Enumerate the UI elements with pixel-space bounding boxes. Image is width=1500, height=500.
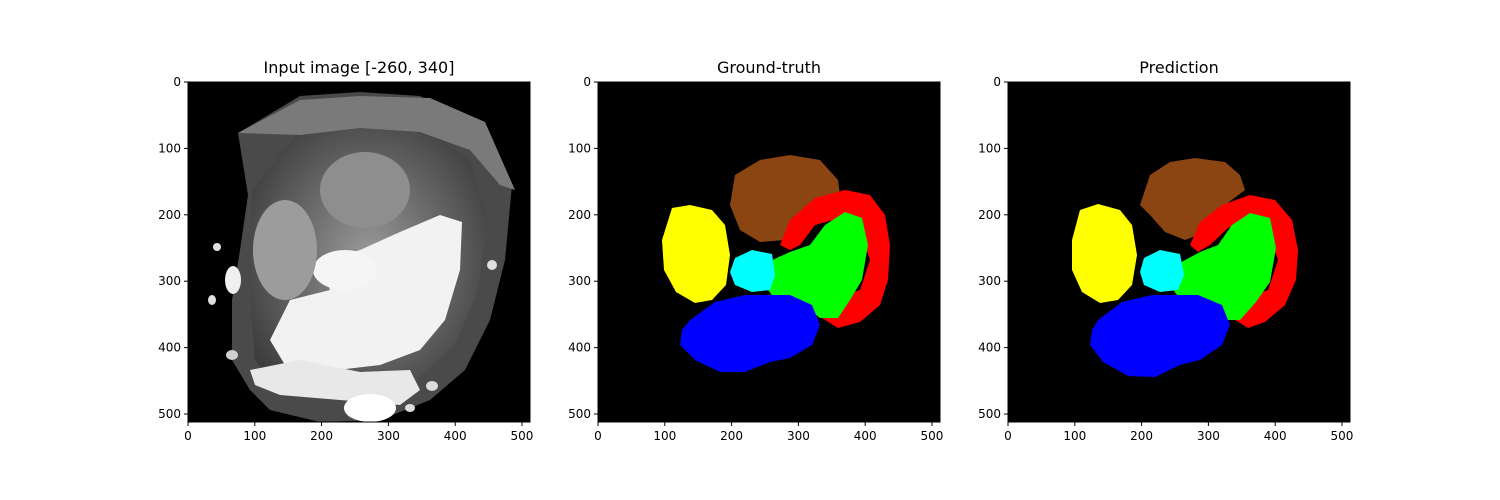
y-tick-label: 300 [568,274,591,288]
x-tick-label: 500 [921,429,944,443]
y-tick-label: 400 [568,341,591,355]
x-tick-label: 500 [511,429,534,443]
y-tick-label: 100 [978,141,1001,155]
x-tick-label: 400 [854,429,877,443]
region-blue [1090,295,1230,377]
x-tick-label: 0 [594,429,602,443]
x-tick-label: 100 [243,429,266,443]
segmentation-mask-pred [1008,82,1350,422]
y-tick-label: 200 [978,208,1001,222]
region-cyan [730,250,775,292]
x-tick-label: 300 [377,429,400,443]
x-tick-label: 400 [444,429,467,443]
x-tick-label: 500 [1331,429,1354,443]
y-tick-label: 100 [158,141,181,155]
axes-frame [1007,81,1351,423]
x-tick-label: 400 [1264,429,1287,443]
y-tick-label: 200 [568,208,591,222]
segmentation-mask-gt [598,82,940,422]
panel-title-input: Input image [-260, 340] [264,58,455,77]
y-tick-label: 0 [993,75,1001,89]
x-tick-label: 100 [1063,429,1086,443]
y-tick-label: 400 [158,341,181,355]
axes-frame [187,81,531,423]
region-green [765,212,868,318]
y-tick-label: 500 [158,407,181,421]
panel-input-image: Input image [-260, 340] [188,58,530,422]
region-cyan [1140,250,1184,292]
panel-title-prediction: Prediction [1139,58,1218,77]
ct-image [188,82,530,422]
x-tick-label: 300 [1197,429,1220,443]
y-tick-label: 500 [568,407,591,421]
axes-frame [597,81,941,423]
y-tick-label: 300 [978,274,1001,288]
panel-title-ground-truth: Ground-truth [717,58,821,77]
x-tick-label: 0 [1004,429,1012,443]
y-tick-label: 300 [158,274,181,288]
region-brown [1140,158,1245,240]
y-tick-label: 400 [978,341,1001,355]
y-tick-label: 100 [568,141,591,155]
region-brown [730,155,840,242]
region-yellow [1072,204,1137,303]
x-tick-label: 200 [720,429,743,443]
x-tick-label: 200 [310,429,333,443]
y-tick-label: 0 [173,75,181,89]
panel-prediction: Prediction [1008,58,1350,422]
x-tick-label: 100 [653,429,676,443]
y-tick-label: 200 [158,208,181,222]
region-green [1172,213,1276,320]
x-tick-label: 300 [787,429,810,443]
x-tick-label: 0 [184,429,192,443]
x-tick-label: 200 [1130,429,1153,443]
region-yellow [662,205,730,303]
y-tick-label: 500 [978,407,1001,421]
region-blue [680,295,820,372]
y-tick-label: 0 [583,75,591,89]
panel-ground-truth: Ground-truth [598,58,940,422]
